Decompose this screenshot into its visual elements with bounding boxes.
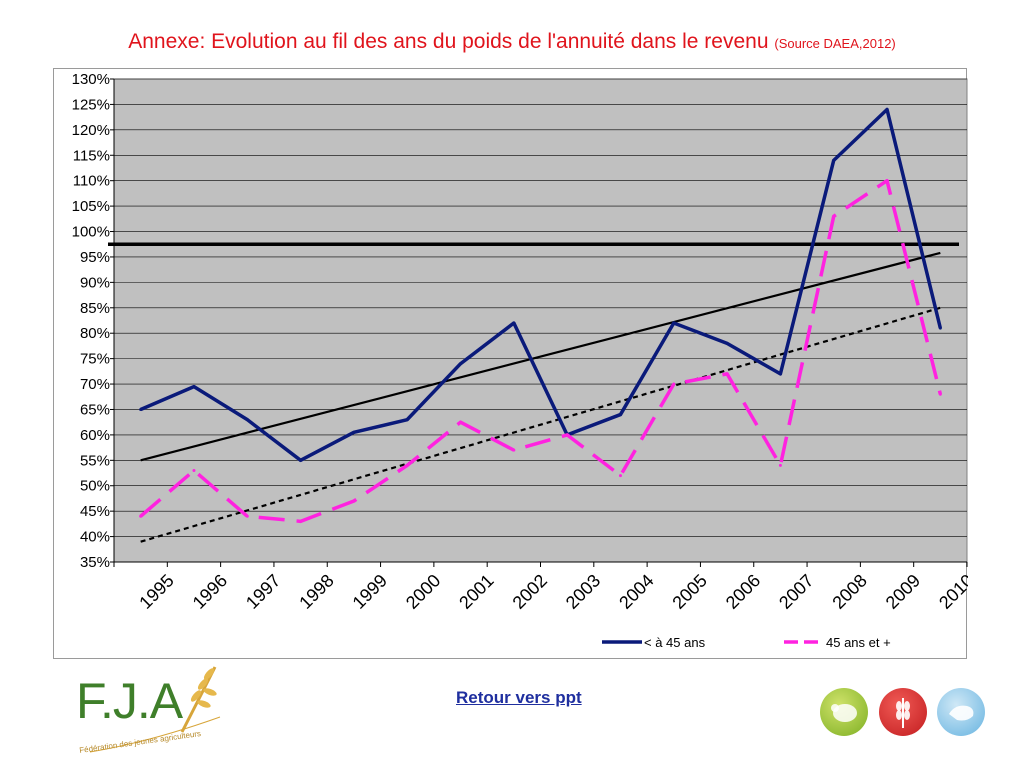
data-point-s2-1998 xyxy=(299,519,303,523)
y-tick-label: 60% xyxy=(80,427,110,444)
data-point-s2-2009 xyxy=(885,179,889,183)
line-chart: 35% 40% 45% 50% 55% 60% 65% 70% 75% 80% 85% 90% 95% 1… xyxy=(72,71,968,650)
y-tick-label: 85% xyxy=(80,300,110,317)
data-point-s1-2005 xyxy=(672,321,676,325)
data-point-s1-2008 xyxy=(832,158,836,162)
x-tick-label: 2000 xyxy=(402,570,444,612)
data-point-s2-2007 xyxy=(778,463,782,467)
plot-area xyxy=(113,78,968,563)
x-tick-label: 2003 xyxy=(562,570,604,612)
y-tick-label: 105% xyxy=(72,198,110,215)
chart-frame: 35% 40% 45% 50% 55% 60% 65% 70% 75% 80% 85% 90% 95% 1… xyxy=(53,68,968,659)
data-point-s1-1997 xyxy=(245,418,249,422)
wheat-badge-icon xyxy=(879,688,927,736)
x-tick-label: 1996 xyxy=(189,570,231,612)
data-point-s1-1999 xyxy=(352,430,356,434)
x-tick-label: 1995 xyxy=(135,570,177,612)
data-point-s1-2004 xyxy=(618,413,622,417)
cow-badge-icon xyxy=(937,688,985,736)
data-point-s1-2002 xyxy=(512,321,516,325)
y-tick-label: 125% xyxy=(72,96,110,113)
data-point-s2-2003 xyxy=(565,433,569,437)
data-point-s1-1996 xyxy=(192,385,196,389)
x-tick-label: 2002 xyxy=(509,570,551,612)
data-point-s2-2010 xyxy=(938,392,942,396)
y-tick-label: 70% xyxy=(80,376,110,393)
legend-label-2: 45 ans et + xyxy=(826,635,891,650)
y-tick-label: 100% xyxy=(72,224,110,241)
data-point-s2-1997 xyxy=(245,514,249,518)
data-point-s2-1999 xyxy=(352,499,356,503)
y-tick-label: 115% xyxy=(73,147,110,164)
data-point-s1-2007 xyxy=(778,372,782,376)
x-tick-label: 2001 xyxy=(455,570,497,612)
y-tick-label: 45% xyxy=(80,503,110,520)
y-tick-label: 130% xyxy=(72,71,110,88)
series-line-1 xyxy=(139,107,943,463)
y-tick-label: 50% xyxy=(80,478,110,495)
x-tick-label: 2009 xyxy=(882,570,924,612)
data-point-s2-2008 xyxy=(832,214,836,218)
data-point-s2-2000 xyxy=(405,463,409,467)
data-point-s2-2006 xyxy=(725,372,729,376)
y-tick-label: 40% xyxy=(80,529,110,546)
y-tick-label: 55% xyxy=(80,452,110,469)
x-tick-label: 2007 xyxy=(775,570,817,612)
legend-label-1: < à 45 ans xyxy=(644,635,706,650)
x-tick-label: 2006 xyxy=(722,570,764,612)
wheat-icon xyxy=(89,666,221,753)
chart-title: Annexe: Evolution au fil des ans du poid… xyxy=(0,30,1024,54)
sheep-badge-icon xyxy=(820,688,868,736)
x-tick-label: 1998 xyxy=(295,570,337,612)
data-point-s2-1996 xyxy=(192,468,196,472)
x-tick-label: 2010 xyxy=(935,570,968,612)
x-tick-label: 1997 xyxy=(242,570,284,612)
data-point-s2-2001 xyxy=(459,420,463,424)
back-to-ppt-link[interactable]: Retour vers ppt xyxy=(456,688,582,707)
data-point-s1-2000 xyxy=(405,418,409,422)
y-tick-label: 90% xyxy=(80,274,110,291)
x-tick-label: 1999 xyxy=(349,570,391,612)
trendline-1 xyxy=(140,251,941,462)
data-point-s2-2002 xyxy=(512,448,516,452)
x-tick-label: 2008 xyxy=(828,570,870,612)
x-tick-label: 2004 xyxy=(615,570,657,612)
data-point-s2-2005 xyxy=(672,382,676,386)
data-point-s1-2001 xyxy=(459,362,463,366)
y-tick-label: 80% xyxy=(80,325,110,342)
fja-logo: F.J.A Fédération des jeunes agriculteurs xyxy=(70,662,230,762)
data-point-s2-1995 xyxy=(139,514,143,518)
chart-title-source: (Source DAEA,2012) xyxy=(774,36,896,51)
logo-letters: F.J.A xyxy=(76,673,183,729)
y-tick-label: 75% xyxy=(80,351,110,368)
data-point-s1-1998 xyxy=(299,458,303,462)
series-line-2 xyxy=(139,178,943,524)
data-point-s1-2006 xyxy=(725,341,729,345)
data-point-s1-1995 xyxy=(139,407,143,411)
data-point-s1-2009 xyxy=(885,108,889,112)
chart-title-main: Annexe: Evolution au fil des ans du poid… xyxy=(128,30,769,53)
data-point-s2-2004 xyxy=(618,474,622,478)
y-tick-label: 110% xyxy=(73,173,110,190)
y-tick-label: 65% xyxy=(80,401,110,418)
y-tick-label: 120% xyxy=(72,122,110,139)
data-point-s1-2010 xyxy=(938,326,942,330)
x-tick-label: 2005 xyxy=(668,570,710,612)
y-tick-label: 95% xyxy=(80,249,110,266)
y-tick-label: 35% xyxy=(80,554,110,571)
